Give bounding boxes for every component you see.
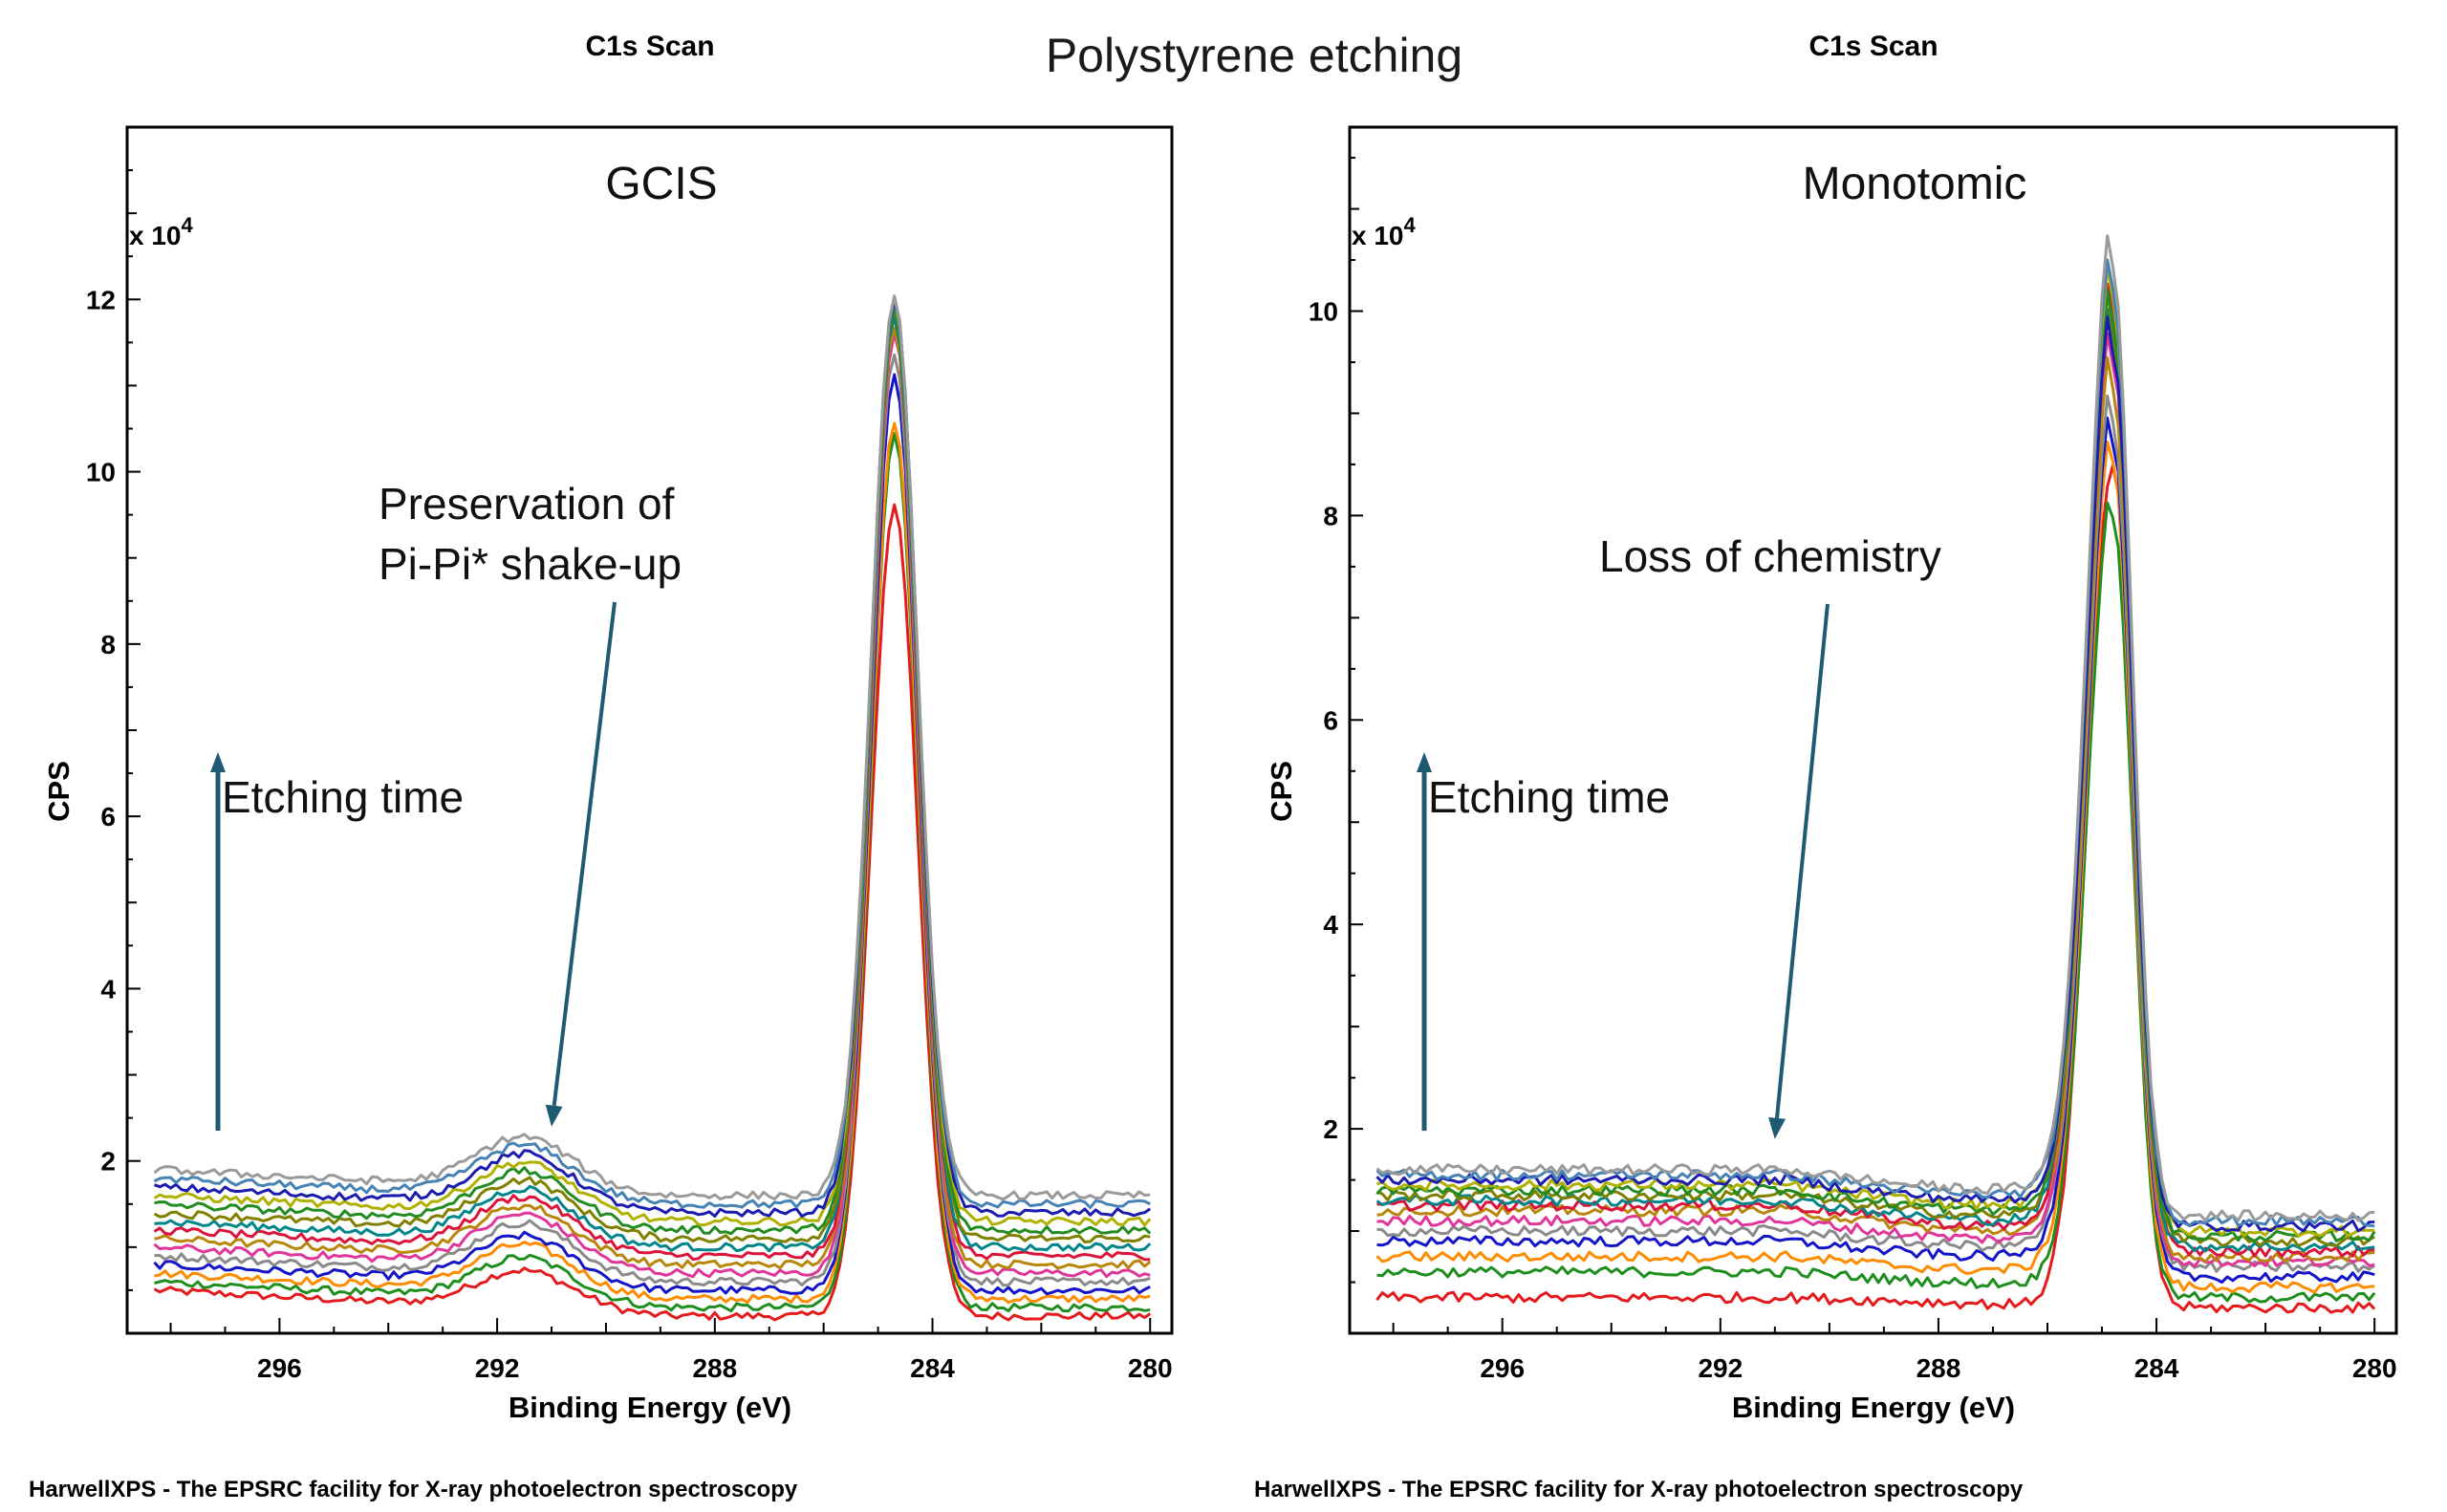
series-line — [154, 299, 1152, 1218]
x-tick-label: 280 — [2352, 1353, 2397, 1383]
x-axis-label: Binding Energy (eV) — [1732, 1391, 2015, 1424]
y-multiplier-base: x 10 — [129, 221, 182, 250]
y-axis-label: CPS — [1265, 761, 1298, 822]
panel-title: GCIS — [605, 159, 717, 209]
series-line — [1375, 266, 2375, 1238]
series-line — [154, 421, 1151, 1305]
series-line — [154, 326, 1152, 1270]
footer-credit: HarwellXPS - The EPSRC facility for X-ra… — [29, 1477, 798, 1502]
series-line — [1376, 282, 2375, 1259]
y-tick-label: 6 — [1323, 705, 1338, 735]
series-line — [154, 353, 1151, 1287]
series-line — [1375, 464, 2376, 1314]
y-axis-label: CPS — [42, 761, 76, 822]
callout-line-1: Loss of chemistry — [1599, 531, 1941, 581]
series-line — [153, 373, 1151, 1296]
figure-title: Polystyrene etching — [1046, 29, 1462, 82]
y-tick-label: 8 — [1323, 501, 1338, 530]
series-line — [1376, 394, 2376, 1273]
series-line — [153, 294, 1151, 1201]
series-line — [153, 332, 1151, 1279]
series-line — [1375, 234, 2375, 1222]
series-line — [153, 315, 1151, 1262]
y-multiplier-base: x 10 — [1352, 221, 1404, 250]
callout-arrow — [552, 601, 617, 1107]
y-multiplier-exp: 4 — [1404, 213, 1417, 237]
y-tick-label: 10 — [86, 458, 116, 487]
series-line — [1376, 332, 2375, 1268]
x-tick-label: 292 — [475, 1353, 520, 1383]
etching-time-arrowhead — [210, 752, 226, 772]
tick-layer: 296 292 288 284 280 2 4 6 8 10 12 — [86, 169, 1173, 1383]
panel-monotomic: C1s Scan 296 292 288 284 280 2 4 6 8 10 Monotomic… — [1254, 31, 2398, 1502]
series-line — [153, 299, 1152, 1227]
plot-frame — [1348, 125, 2398, 1335]
panel-title: Monotomic — [1803, 159, 2027, 209]
series-line — [153, 304, 1151, 1243]
series-line — [154, 304, 1152, 1236]
callout-line-2: Pi-Pi* shake-up — [379, 539, 682, 589]
x-axis-label: Binding Energy (eV) — [509, 1391, 791, 1424]
scan-label: C1s Scan — [1808, 31, 1938, 62]
series-line — [153, 295, 1151, 1209]
series-line — [1376, 501, 2376, 1304]
series-line — [154, 313, 1152, 1253]
y-tick-label: 12 — [86, 285, 116, 314]
y-tick-label: 10 — [1309, 297, 1338, 327]
plot-frame — [125, 125, 1174, 1335]
series-line — [1375, 307, 2375, 1253]
callout-arrowhead — [1768, 1117, 1786, 1139]
y-tick-label: 2 — [1323, 1114, 1338, 1144]
y-multiplier: x 104 — [129, 213, 194, 250]
scan-label: C1s Scan — [585, 31, 714, 62]
series-line — [1375, 288, 2376, 1242]
x-tick-label: 296 — [1480, 1353, 1525, 1383]
x-tick-label: 284 — [910, 1353, 955, 1383]
callout-line-1: Preservation of — [379, 479, 675, 529]
series-line — [1375, 258, 2375, 1228]
x-tick-label: 284 — [2134, 1353, 2179, 1383]
y-multiplier-exp: 4 — [182, 213, 194, 237]
series-line — [1376, 416, 2375, 1284]
y-tick-label: 4 — [100, 974, 116, 1004]
x-tick-label: 296 — [257, 1353, 302, 1383]
tick-layer: 296 292 288 284 280 2 4 6 8 10 — [1309, 157, 2397, 1383]
series-layer — [1375, 234, 2376, 1314]
x-tick-label: 288 — [692, 1353, 737, 1383]
series-layer — [153, 294, 1152, 1322]
series-line — [154, 432, 1151, 1313]
etching-time-label: Etching time — [1428, 772, 1670, 822]
callout-arrow — [1775, 603, 1830, 1119]
footer-credit: HarwellXPS - The EPSRC facility for X-ra… — [1254, 1477, 2024, 1502]
y-tick-label: 6 — [100, 802, 116, 832]
y-tick-label: 4 — [1323, 910, 1338, 940]
x-tick-label: 292 — [1698, 1353, 1743, 1383]
series-line — [1375, 289, 2375, 1248]
series-line — [1375, 440, 2375, 1294]
series-line — [1375, 315, 2375, 1233]
y-multiplier: x 104 — [1352, 213, 1417, 250]
etching-time-arrowhead — [1417, 752, 1432, 772]
series-line — [153, 503, 1152, 1322]
y-tick-label: 2 — [100, 1147, 116, 1177]
y-tick-label: 8 — [100, 630, 116, 659]
callout-arrowhead — [545, 1104, 563, 1127]
etching-time-label: Etching time — [222, 772, 464, 822]
panel-gcis: C1s Scan 296 292 288 284 280 2 4 6 8 10 12 GCIS x … — [29, 31, 1174, 1502]
x-tick-label: 288 — [1916, 1353, 1961, 1383]
series-line — [1376, 356, 2375, 1264]
x-tick-label: 280 — [1128, 1353, 1173, 1383]
